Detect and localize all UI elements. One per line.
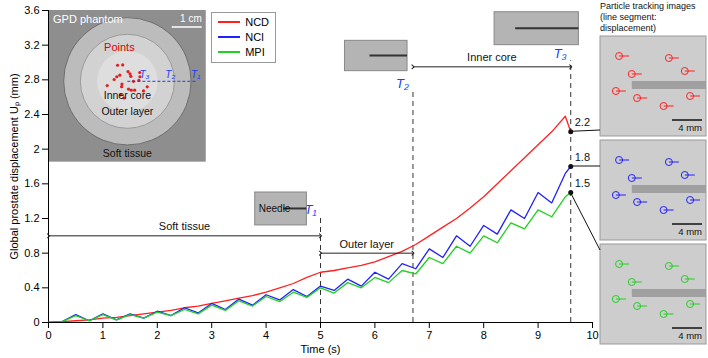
svg-text:T₃: T₃ [140, 69, 150, 80]
svg-text:2.8: 2.8 [24, 73, 39, 85]
svg-text:4 mm: 4 mm [678, 226, 702, 237]
svg-text:4 mm: 4 mm [678, 122, 702, 133]
svg-text:1.2: 1.2 [24, 212, 39, 224]
svg-text:T₁: T₁ [191, 69, 200, 80]
svg-text:1.5: 1.5 [575, 177, 590, 189]
svg-text:9: 9 [535, 329, 541, 341]
svg-text:3.6: 3.6 [24, 4, 39, 16]
html-text:NCD: NCD [245, 16, 269, 29]
svg-text:GPD phantom: GPD phantom [53, 13, 123, 25]
svg-text:4 mm: 4 mm [678, 330, 702, 341]
svg-text:1.8: 1.8 [575, 151, 590, 163]
svg-text:2: 2 [154, 329, 160, 341]
svg-text:1.6: 1.6 [24, 177, 39, 189]
svg-text:Inner core: Inner core [467, 51, 517, 63]
svg-text:Time (s): Time (s) [301, 343, 341, 355]
svg-text:1: 1 [100, 329, 106, 341]
svg-text:0: 0 [33, 316, 39, 328]
svg-text:4: 4 [263, 329, 269, 341]
svg-text:8: 8 [481, 329, 487, 341]
svg-text:2.2: 2.2 [575, 116, 590, 128]
svg-text:T₃: T₃ [554, 46, 567, 61]
svg-text:1 cm: 1 cm [180, 13, 202, 24]
svg-text:3.2: 3.2 [24, 39, 39, 51]
svg-text:0.4: 0.4 [24, 281, 39, 293]
svg-text:Outer layer: Outer layer [101, 105, 153, 117]
html-text:MPI: MPI [245, 46, 265, 59]
html-text:NCI: NCI [245, 31, 265, 44]
svg-text:2: 2 [33, 143, 39, 155]
svg-text:Needle: Needle [259, 203, 291, 214]
svg-text:Inner core: Inner core [104, 89, 151, 101]
svg-text:T₁: T₁ [304, 202, 316, 217]
svg-text:0.8: 0.8 [24, 247, 39, 259]
html-text:Particle tracking images (line: Particle tracking images (line segment: … [600, 1, 696, 33]
svg-text:T₂: T₂ [165, 69, 175, 80]
svg-text:10: 10 [586, 329, 598, 341]
svg-text:Soft tissue: Soft tissue [103, 147, 152, 159]
svg-text:Global prostate displacement U: Global prostate displacement Uₚ (mm) [8, 73, 21, 259]
svg-text:0: 0 [45, 329, 51, 341]
svg-text:Outer layer: Outer layer [340, 238, 395, 250]
svg-text:T₂: T₂ [396, 76, 409, 91]
svg-text:7: 7 [426, 329, 432, 341]
svg-text:6: 6 [372, 329, 378, 341]
svg-text:Soft tissue: Soft tissue [159, 220, 210, 232]
svg-text:Points: Points [104, 41, 135, 53]
svg-text:5: 5 [317, 329, 323, 341]
svg-text:3: 3 [209, 329, 215, 341]
svg-text:2.4: 2.4 [24, 108, 39, 120]
